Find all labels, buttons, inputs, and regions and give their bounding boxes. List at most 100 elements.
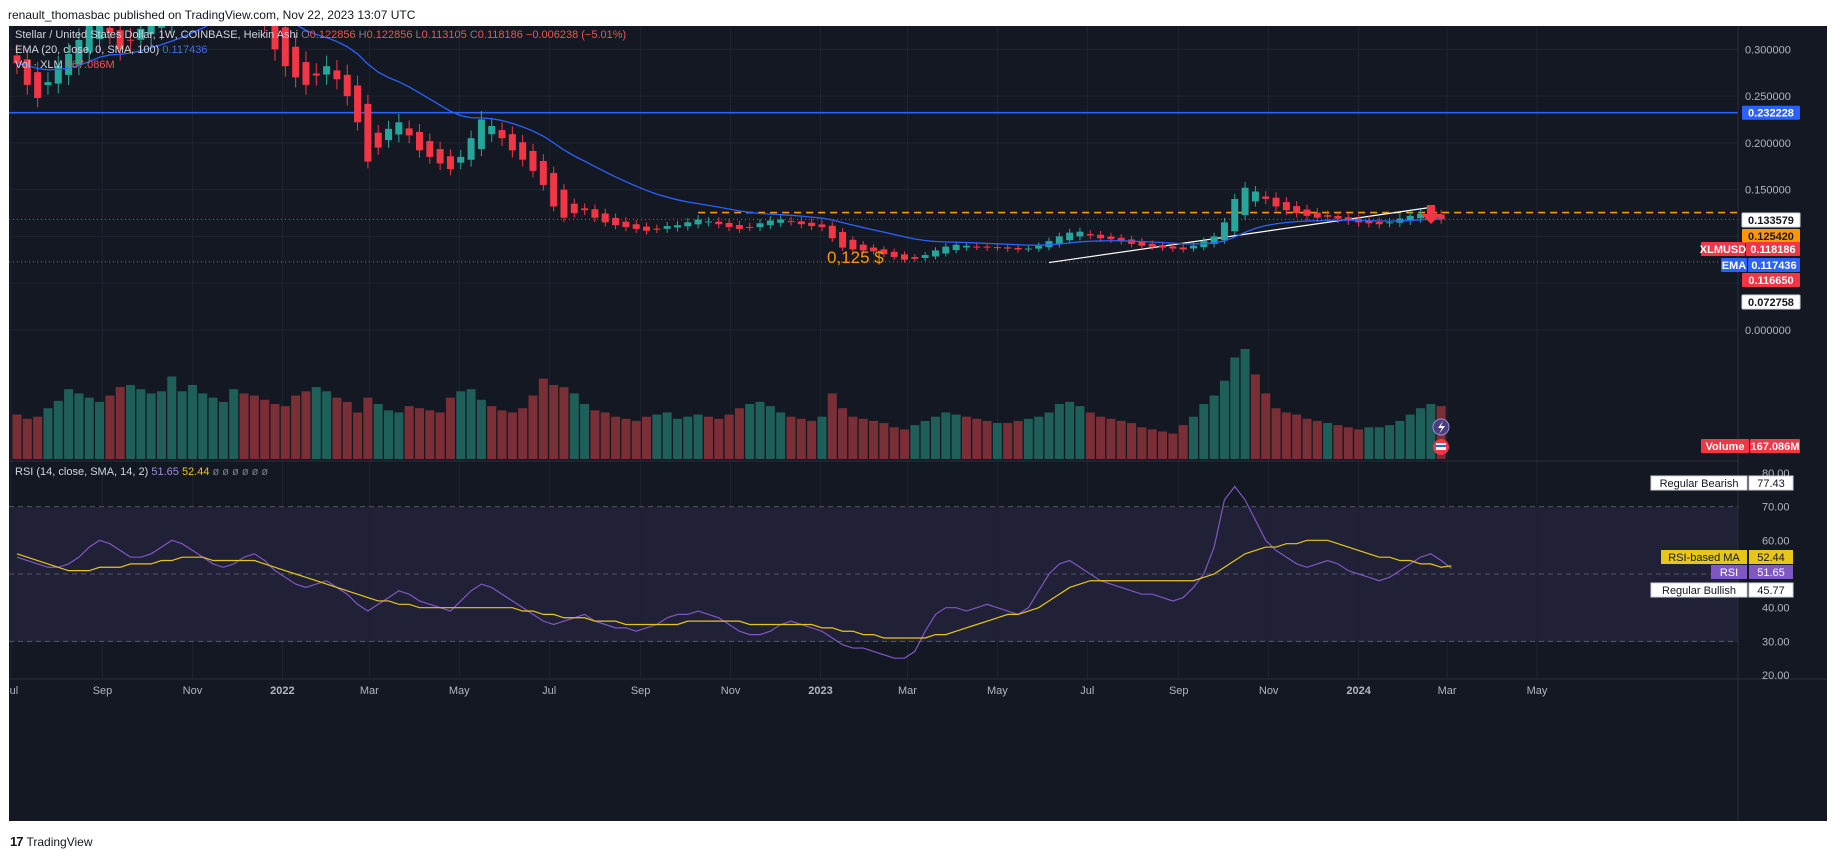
volume-bar (1261, 393, 1271, 459)
down-arrow-icon (1421, 205, 1441, 224)
candle (725, 222, 733, 228)
candle (302, 62, 310, 85)
volume-bar (260, 399, 270, 459)
volume-bar (1292, 414, 1302, 459)
candle (1097, 234, 1105, 239)
price-levels (9, 111, 1738, 264)
volume-bar (652, 414, 662, 459)
ohlc-legend: Stellar / United States Dollar, 1W, COIN… (15, 29, 627, 41)
candle (673, 225, 681, 228)
price-badge-label: EMA (1722, 260, 1747, 272)
volume-bar (435, 412, 445, 459)
tradingview-logo-icon: 17 (10, 834, 24, 849)
ema-legend: EMA (20, close, 0, SMA, 100) 0.117436 (15, 44, 208, 56)
candle (591, 209, 599, 218)
candle (281, 27, 289, 67)
candle (477, 119, 485, 149)
chart-canvas[interactable]: 0.3000000.2500000.2000000.1500000.050000… (9, 26, 1827, 821)
volume-bar (1137, 427, 1147, 459)
volume-bar (1364, 427, 1374, 459)
candle (354, 85, 362, 123)
volume-bar (239, 393, 249, 459)
volume-bar (1054, 404, 1064, 459)
candle (75, 40, 83, 65)
volume-bar (1085, 412, 1095, 459)
rsi-line (16, 485, 1452, 659)
candle (415, 131, 423, 151)
price-badge-label: 0.232228 (1748, 108, 1794, 120)
chart-frame[interactable]: 0.3000000.2500000.2000000.1500000.050000… (9, 26, 1827, 821)
candle (839, 231, 847, 248)
annotation-label: 0,125 $ (827, 248, 884, 267)
time-tick: 2022 (270, 685, 294, 697)
volume-bar (1323, 423, 1333, 459)
volume-bar (394, 412, 404, 459)
volume-bar (1302, 418, 1312, 459)
volume-bar (1312, 420, 1322, 459)
candle (694, 219, 702, 225)
volume-bar (1230, 357, 1240, 459)
time-tick: Mar (1438, 685, 1457, 697)
candle (983, 246, 991, 248)
rsi-badge (1749, 565, 1793, 579)
candle (519, 142, 527, 160)
rsi-badge (1749, 550, 1793, 564)
rsi-badge (1748, 475, 1794, 491)
candle (1272, 197, 1280, 207)
rsi-legend: RSI (14, close, SMA, 14, 2) 51.65 52.44 … (15, 466, 269, 478)
price-badge-label: 0.072758 (1748, 297, 1794, 309)
grid (9, 26, 1738, 679)
volume-bars (12, 349, 1446, 459)
footer-brand: 17 TradingView (10, 834, 93, 849)
volume-bar (910, 425, 920, 459)
volume-bar (961, 416, 971, 459)
volume-bar (817, 416, 827, 459)
volume-bar (869, 420, 879, 459)
candle (271, 26, 279, 50)
candle (529, 150, 537, 171)
volume-bar (662, 412, 672, 459)
volume-bar (683, 416, 693, 459)
volume-bar (404, 406, 414, 459)
volume-bar (900, 429, 910, 459)
volume-bar (992, 423, 1002, 459)
rsi-badge-label: Regular Bearish (1660, 478, 1739, 490)
volume-bar (33, 416, 43, 459)
candle (312, 73, 320, 76)
volume-legend: Vol · XLM 167.086M (15, 59, 115, 71)
candle (880, 249, 888, 255)
volume-bar (322, 391, 332, 459)
volume-bar (559, 387, 569, 459)
volume-bar (1405, 414, 1415, 459)
lightning-icon[interactable] (1432, 418, 1450, 436)
volume-bar (363, 397, 373, 459)
volume-bar (280, 406, 290, 459)
time-tick: Mar (360, 685, 379, 697)
volume-bar (1044, 412, 1054, 459)
candle (1365, 220, 1373, 224)
rsi-badge (1650, 475, 1748, 491)
candle (498, 130, 506, 139)
time-tick: Nov (183, 685, 203, 697)
candle (890, 251, 898, 257)
candle (612, 217, 620, 226)
candle (653, 228, 661, 230)
publish-header: renault_thomasbac published on TradingVi… (8, 8, 416, 22)
candle (44, 82, 52, 86)
candle (446, 156, 454, 170)
price-badge-label: 0.133579 (1748, 215, 1794, 227)
price-tick: 0.250000 (1745, 91, 1791, 103)
volume-bar (1116, 420, 1126, 459)
volume-bar (848, 416, 858, 459)
volume-bar (1188, 416, 1198, 459)
volume-bar (920, 420, 930, 459)
volume-bar (518, 408, 528, 459)
flag-icon[interactable] (1433, 439, 1449, 455)
candle (23, 59, 31, 85)
volume-bar (1354, 429, 1364, 459)
time-tick: Mar (898, 685, 917, 697)
volume-bar (672, 418, 682, 459)
candle (911, 257, 919, 259)
volume-bar (930, 416, 940, 459)
volume-bar (1240, 349, 1250, 459)
